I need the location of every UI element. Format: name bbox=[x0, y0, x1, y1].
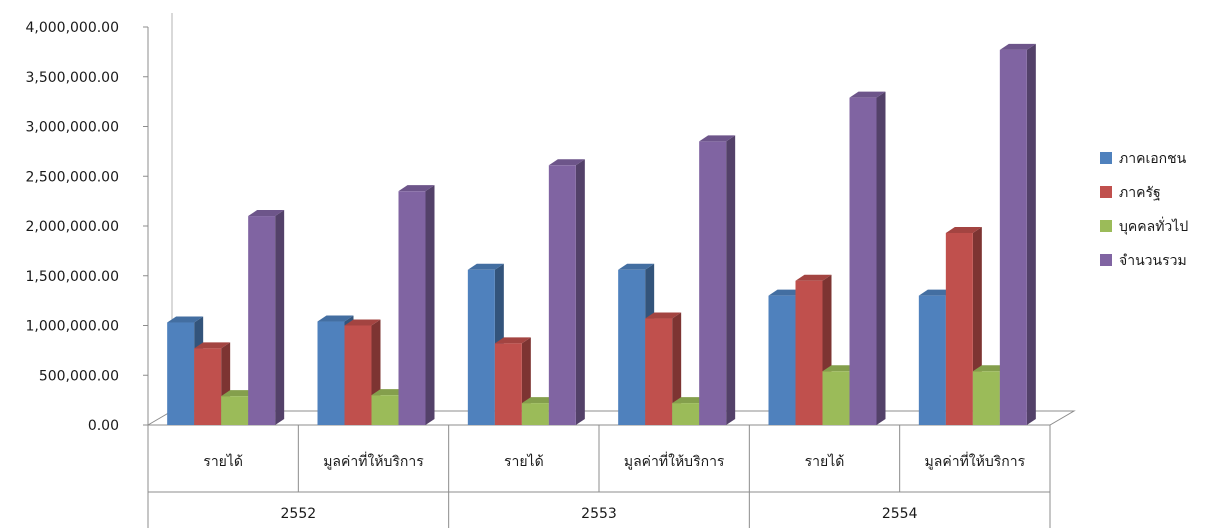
y-tick-label: 3,000,000.00 bbox=[25, 120, 119, 136]
bar-top bbox=[945, 226, 982, 233]
bar-top bbox=[467, 263, 504, 270]
legend-label: จำนวนรวม bbox=[1119, 253, 1187, 269]
bar bbox=[494, 337, 531, 425]
bar bbox=[849, 91, 886, 426]
y-tick-label: 4,000,000.00 bbox=[25, 20, 119, 36]
bar-front bbox=[371, 395, 399, 425]
bar-front bbox=[795, 280, 823, 425]
bar-front bbox=[672, 403, 700, 425]
bar-front bbox=[918, 295, 946, 425]
y-tick-label: 2,500,000.00 bbox=[25, 169, 119, 185]
legend-item: จำนวนรวม bbox=[1100, 253, 1187, 269]
bar-front bbox=[699, 141, 727, 426]
x-group-label: 2554 bbox=[882, 506, 918, 522]
y-tick-label: 2,000,000.00 bbox=[25, 219, 119, 235]
bar-top bbox=[795, 274, 832, 281]
bar-front bbox=[521, 403, 549, 425]
bar-front bbox=[618, 269, 646, 425]
chart-bars bbox=[167, 43, 1036, 426]
bar-side bbox=[672, 312, 682, 425]
bar-side bbox=[726, 135, 736, 426]
bar-side bbox=[575, 159, 585, 425]
x-group-label: 2553 bbox=[581, 506, 617, 522]
bar bbox=[699, 135, 736, 426]
y-tick-label: 3,500,000.00 bbox=[25, 70, 119, 86]
bar-front bbox=[972, 371, 1000, 425]
bar-top bbox=[618, 263, 655, 270]
legend-label: ภาคเอกชน bbox=[1119, 151, 1187, 167]
y-tick-label: 500,000.00 bbox=[39, 368, 119, 384]
bar-front bbox=[221, 396, 249, 425]
legend-item: ภาคเอกชน bbox=[1100, 151, 1187, 167]
bar-front bbox=[945, 232, 973, 425]
bar-front bbox=[194, 348, 222, 425]
bar-top bbox=[494, 337, 531, 344]
bar-side bbox=[1026, 43, 1036, 425]
bar-top bbox=[699, 135, 736, 142]
bar-front bbox=[548, 165, 576, 425]
legend-label: ภาครัฐ bbox=[1119, 185, 1161, 201]
bar bbox=[398, 185, 435, 425]
bar-front bbox=[248, 216, 276, 425]
bar-side bbox=[876, 91, 886, 426]
bar-front bbox=[822, 371, 850, 425]
legend-swatch bbox=[1100, 254, 1112, 266]
legend-item: บุคคลทั่วไป bbox=[1100, 217, 1188, 235]
x-category-label: รายได้ bbox=[504, 453, 544, 470]
y-tick-label: 1,500,000.00 bbox=[25, 269, 119, 285]
bar-front bbox=[317, 321, 345, 425]
legend-swatch bbox=[1100, 186, 1112, 198]
bar-top bbox=[221, 390, 258, 397]
x-category-label: รายได้ bbox=[805, 453, 845, 470]
bar-top bbox=[167, 316, 204, 323]
bar-front bbox=[167, 322, 195, 425]
legend-swatch bbox=[1100, 152, 1112, 164]
bar-top bbox=[548, 159, 585, 166]
bar-top bbox=[849, 91, 886, 98]
bar-front bbox=[467, 269, 495, 425]
bar bbox=[248, 210, 285, 425]
chart-labels: 0.00 500,000.00 1,000,000.00 1,500,000.00 2,… bbox=[25, 20, 1025, 522]
bar-front bbox=[645, 318, 673, 425]
bar-front bbox=[999, 49, 1027, 425]
bar bbox=[999, 43, 1036, 425]
x-group-label: 2552 bbox=[281, 506, 317, 522]
bar-top bbox=[645, 312, 682, 319]
bar bbox=[344, 319, 381, 425]
bar-top bbox=[344, 319, 381, 326]
legend-swatch bbox=[1100, 220, 1112, 232]
bar bbox=[645, 312, 682, 425]
bar-top bbox=[999, 43, 1036, 50]
bar-top bbox=[317, 315, 354, 322]
bar bbox=[945, 226, 982, 425]
bar-front bbox=[398, 191, 426, 425]
x-category-label: มูลค่าที่ให้บริการ bbox=[624, 452, 725, 470]
bar-side bbox=[275, 210, 285, 425]
x-category-label: รายได้ bbox=[203, 453, 243, 470]
bar-top bbox=[398, 185, 435, 192]
bar-front bbox=[344, 325, 372, 425]
legend-item: ภาครัฐ bbox=[1100, 185, 1161, 201]
bar-front bbox=[494, 343, 522, 425]
bar-top bbox=[194, 342, 231, 349]
y-tick-label: 1,000,000.00 bbox=[25, 319, 119, 335]
y-tick-label: 0.00 bbox=[88, 418, 119, 434]
bar-front bbox=[768, 295, 796, 425]
bar-top bbox=[248, 210, 285, 217]
legend-label: บุคคลทั่วไป bbox=[1119, 217, 1188, 235]
x-category-label: มูลค่าที่ให้บริการ bbox=[925, 452, 1026, 470]
bar-side bbox=[425, 185, 435, 425]
x-category-label: มูลค่าที่ให้บริการ bbox=[323, 452, 424, 470]
bar-front bbox=[849, 97, 877, 426]
bar bbox=[548, 159, 585, 425]
